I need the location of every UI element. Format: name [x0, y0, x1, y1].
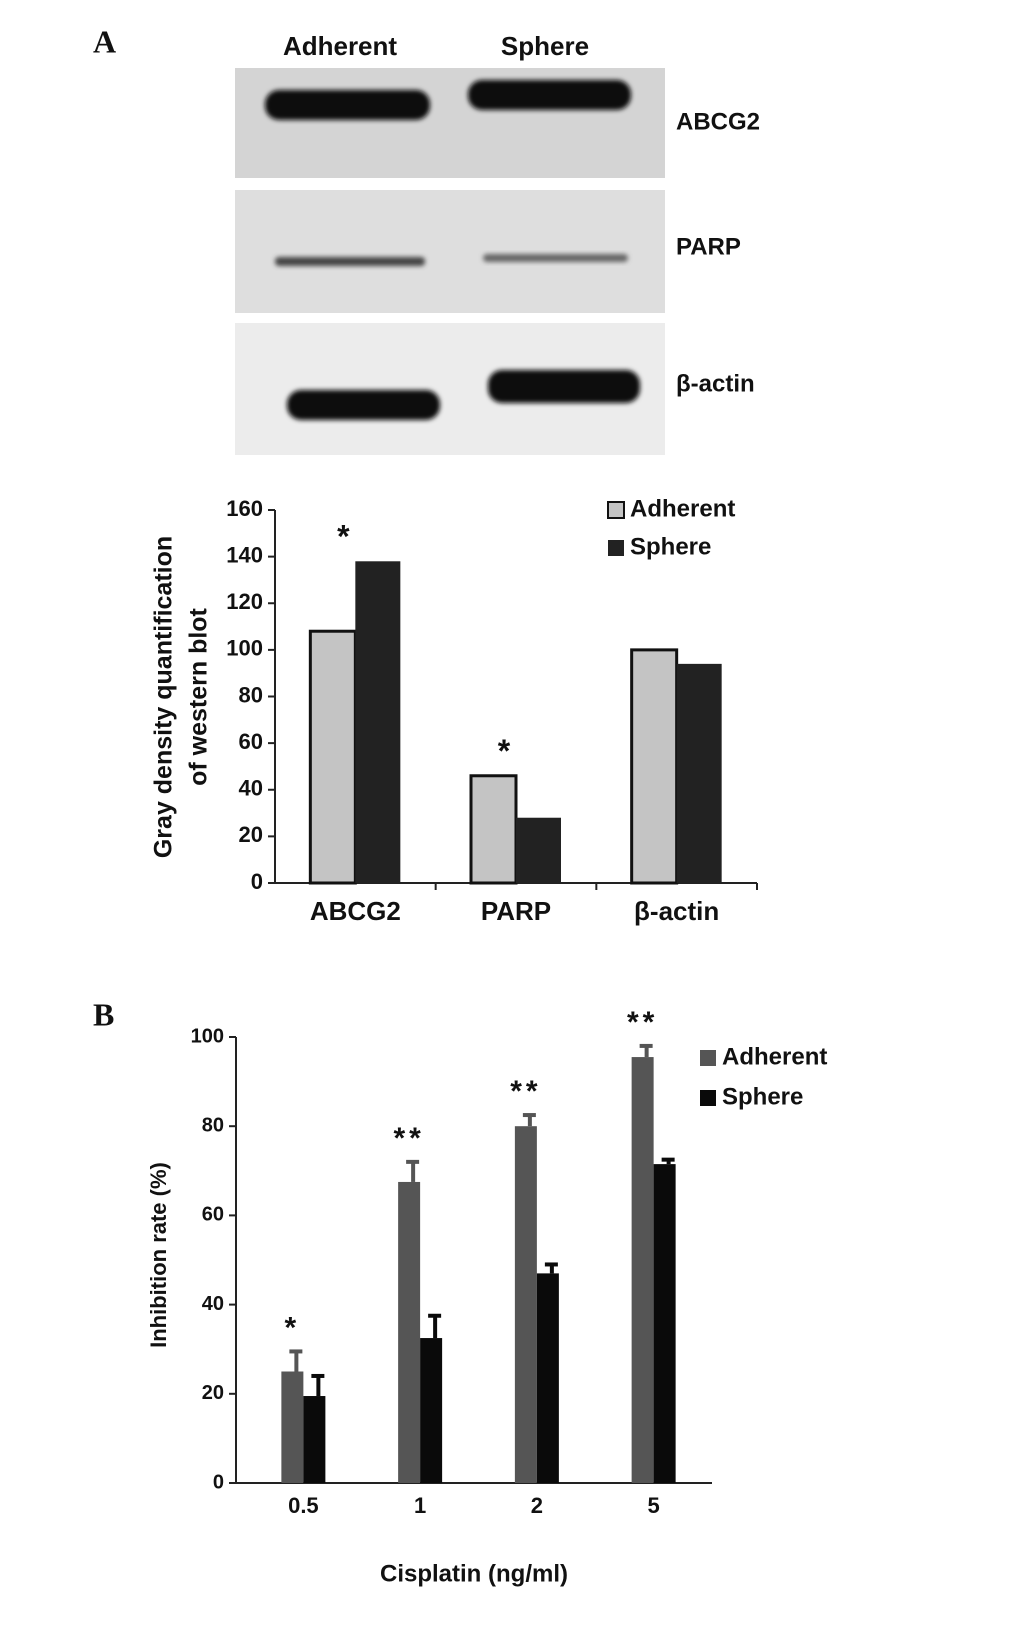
blot	[235, 68, 665, 455]
y-tick-label: 40	[239, 776, 263, 801]
bar	[653, 1164, 676, 1483]
blot-band	[483, 254, 628, 262]
bar	[514, 1126, 537, 1483]
bar	[469, 774, 518, 885]
legend-label: Sphere	[722, 1083, 803, 1110]
x-tick-label: ABCG2	[310, 896, 401, 926]
legend-swatch	[608, 540, 624, 556]
bar	[355, 561, 401, 883]
protein-label: β-actin	[676, 370, 755, 397]
bar	[303, 1396, 326, 1483]
y-axis-label: of western blot	[185, 607, 213, 785]
significance-mark: *	[498, 733, 514, 769]
y-tick-label: 140	[226, 542, 263, 567]
y-tick-label: 100	[226, 636, 263, 661]
blot-band	[468, 80, 631, 110]
lane-label: Adherent	[283, 31, 397, 61]
legend-label: Adherent	[630, 495, 735, 522]
blot-strip	[235, 190, 665, 313]
y-tick-label: 160	[226, 496, 263, 521]
y-tick-label: 20	[239, 822, 263, 847]
bar	[630, 648, 679, 885]
blot-band	[265, 90, 430, 120]
protein-label: PARP	[676, 233, 741, 260]
bar	[420, 1338, 443, 1483]
panel-label: A	[93, 23, 116, 59]
y-tick-label: 40	[202, 1293, 224, 1315]
x-tick-label: 1	[414, 1493, 426, 1518]
protein-label: ABCG2	[676, 108, 760, 135]
blot-band	[287, 390, 440, 420]
significance-mark: *	[285, 1311, 301, 1344]
y-tick-label: 120	[226, 589, 263, 614]
y-tick-label: 0	[251, 869, 263, 894]
x-axis-label: Cisplatin (ng/ml)	[380, 1560, 568, 1587]
bar	[516, 817, 561, 883]
bar	[631, 1057, 654, 1483]
blot-band	[488, 370, 640, 403]
y-tick-label: 100	[191, 1025, 224, 1047]
significance-mark: *	[337, 519, 353, 555]
legend-label: Sphere	[630, 533, 711, 560]
y-tick-label: 0	[213, 1471, 224, 1493]
significance-mark: **	[393, 1122, 424, 1155]
y-tick-label: 60	[202, 1204, 224, 1226]
legend-swatch	[700, 1050, 716, 1066]
x-tick-label: 2	[531, 1493, 543, 1518]
lane-label: Sphere	[501, 31, 589, 61]
bar	[676, 663, 722, 883]
y-tick-label: 20	[202, 1382, 224, 1404]
y-axis-label: Gray density quantification	[150, 536, 178, 858]
significance-mark: **	[510, 1075, 541, 1108]
x-tick-label: 0.5	[288, 1493, 319, 1518]
x-tick-label: β-actin	[634, 896, 719, 926]
y-tick-label: 60	[239, 729, 263, 754]
bar	[308, 629, 357, 885]
blot-band	[275, 257, 425, 266]
significance-mark: **	[627, 1006, 658, 1039]
bar	[281, 1371, 304, 1483]
bar	[398, 1181, 421, 1483]
y-axis-label: Inhibition rate (%)	[146, 1162, 171, 1348]
x-tick-label: 5	[648, 1493, 660, 1518]
x-tick-label: PARP	[481, 896, 551, 926]
legend-swatch	[700, 1090, 716, 1106]
panel-label: B	[93, 996, 114, 1032]
bar	[536, 1273, 559, 1483]
y-tick-label: 80	[239, 682, 263, 707]
y-tick-label: 80	[202, 1114, 224, 1136]
legend-label: Adherent	[722, 1043, 827, 1070]
legend-swatch	[607, 501, 625, 519]
